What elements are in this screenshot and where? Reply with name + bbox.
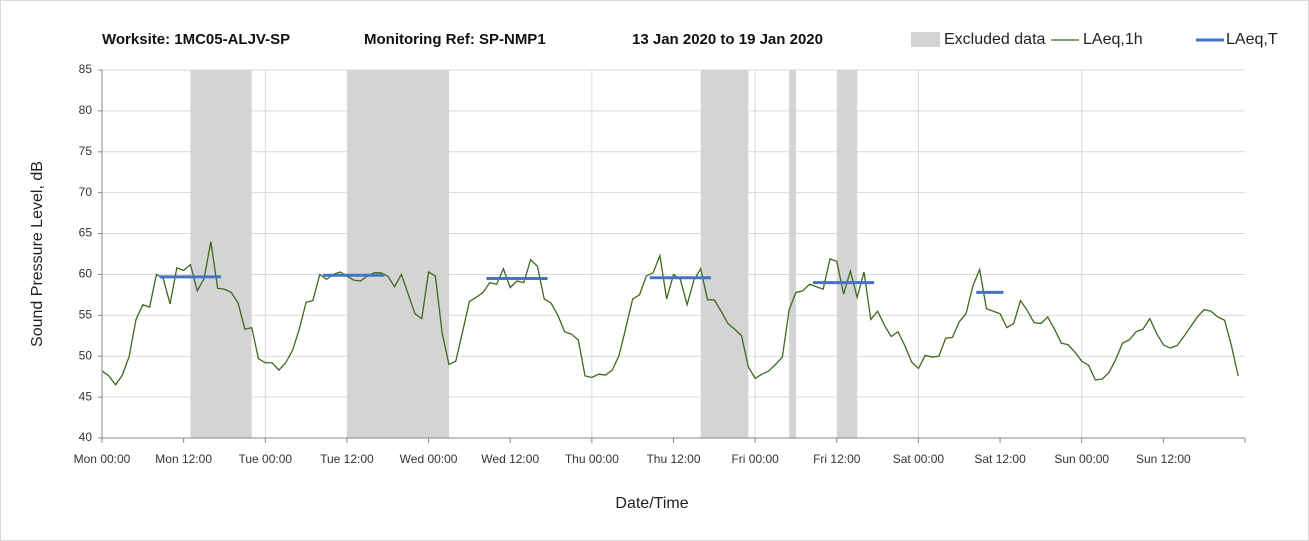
grid bbox=[102, 69, 1245, 438]
y-tick-label: 85 bbox=[79, 62, 93, 76]
x-tick-label: Mon 00:00 bbox=[74, 452, 131, 466]
x-axis-label: Date/Time bbox=[615, 495, 688, 512]
y-tick-label: 60 bbox=[79, 267, 93, 281]
legend: Excluded data LAeq,1h LAeq,T bbox=[911, 31, 1278, 48]
y-tick-label: 65 bbox=[79, 226, 93, 240]
legend-label: Excluded data bbox=[944, 31, 1046, 48]
chart-title: Worksite: 1MC05-ALJV-SP bbox=[102, 31, 290, 48]
chart-title: Monitoring Ref: SP-NMP1 bbox=[364, 31, 546, 48]
x-tick-label: Wed 00:00 bbox=[400, 452, 458, 466]
excluded-region bbox=[346, 70, 449, 438]
x-tick-label: Thu 00:00 bbox=[565, 452, 619, 466]
excluded-region bbox=[789, 70, 796, 438]
axes: 40 45 50 55 60 65 70 75 80 85 Mon 00:00 Mon 12:00 Tu… bbox=[74, 62, 1246, 466]
legend-label: LAeq,1h bbox=[1083, 31, 1143, 48]
data bbox=[101, 241, 1239, 386]
x-tick-label: Fri 00:00 bbox=[731, 452, 779, 466]
y-tick-label: 55 bbox=[79, 308, 93, 322]
x-tick-label: Tue 00:00 bbox=[238, 452, 292, 466]
legend-swatch bbox=[911, 32, 940, 47]
y-tick-label: 45 bbox=[79, 389, 93, 403]
x-tick-label: Fri 12:00 bbox=[813, 452, 861, 466]
x-tick-label: Sat 00:00 bbox=[893, 452, 945, 466]
x-tick-label: Sat 12:00 bbox=[974, 452, 1026, 466]
y-tick-label: 75 bbox=[79, 144, 93, 158]
y-tick-label: 80 bbox=[79, 103, 93, 117]
y-tick-label: 40 bbox=[79, 430, 93, 444]
x-tick-label: Tue 12:00 bbox=[320, 452, 374, 466]
y-tick-label: 50 bbox=[79, 348, 93, 362]
x-tick-label: Sun 12:00 bbox=[1136, 452, 1191, 466]
x-tick-label: Wed 12:00 bbox=[481, 452, 539, 466]
y-tick-label: 70 bbox=[79, 185, 93, 199]
x-tick-label: Thu 12:00 bbox=[646, 452, 700, 466]
y-axis-label: Sound Pressure Level, dB bbox=[29, 161, 46, 347]
legend-label: LAeq,T bbox=[1226, 31, 1278, 48]
line-series bbox=[101, 241, 1239, 386]
x-tick-label: Mon 12:00 bbox=[155, 452, 212, 466]
x-tick-label: Sun 00:00 bbox=[1054, 452, 1109, 466]
excluded-areas bbox=[190, 70, 858, 438]
excluded-region bbox=[190, 70, 252, 438]
excluded-region bbox=[836, 70, 858, 438]
excluded-region bbox=[700, 70, 749, 438]
chart-title: 13 Jan 2020 to 19 Jan 2020 bbox=[632, 31, 823, 48]
